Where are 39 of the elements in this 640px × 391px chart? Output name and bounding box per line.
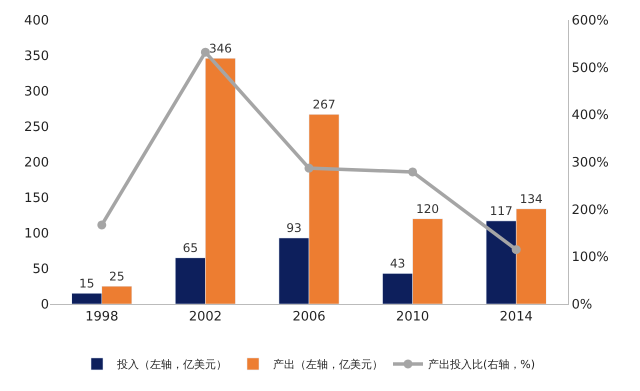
point xyxy=(200,48,210,57)
x-tick-label: 2010 xyxy=(396,310,430,325)
y2-tick-label: 0% xyxy=(572,298,592,313)
y-tick-label: 350 xyxy=(24,49,49,64)
legend-label: 产出投入比(右轴，%) xyxy=(428,358,536,372)
y2-tick-label: 200% xyxy=(572,202,609,218)
y2-tick-label: 300% xyxy=(572,156,609,171)
data-label: 25 xyxy=(109,269,124,284)
data-label: 65 xyxy=(182,240,198,255)
y-tick-label: 150 xyxy=(24,191,49,206)
y2-tick-label: 500% xyxy=(572,60,609,76)
data-label: 15 xyxy=(79,276,94,290)
y-tick-label: 0 xyxy=(40,298,49,313)
y2-tick-label: 100% xyxy=(572,250,609,266)
data-label: 267 xyxy=(312,97,336,112)
y2-tick-label: 600% xyxy=(572,14,609,29)
point xyxy=(97,220,106,230)
data-label: 134 xyxy=(520,192,543,206)
data-label: 117 xyxy=(490,204,513,218)
data-label: 120 xyxy=(416,202,440,216)
x-tick-label: 2014 xyxy=(500,310,533,325)
y2-tick-label: 400% xyxy=(572,108,609,124)
y-tick-label: 50 xyxy=(32,262,49,278)
x-tick-label: 2006 xyxy=(292,310,326,325)
y-tick-label: 250 xyxy=(24,120,49,136)
y-tick-label: 100 xyxy=(24,226,49,242)
x-tick-label: 2002 xyxy=(188,310,222,325)
legend-label: 产出（左轴，亿美元） xyxy=(273,358,383,372)
legend-label: 投入（左轴，亿美元） xyxy=(116,358,227,372)
x-tick-label: 1998 xyxy=(85,310,118,325)
data-label: 346 xyxy=(208,41,232,56)
data-label: 43 xyxy=(390,256,406,270)
data-label: 93 xyxy=(286,220,302,235)
y-tick-label: 300 xyxy=(24,84,49,100)
y-tick-label: 200 xyxy=(24,156,49,171)
point xyxy=(512,245,521,254)
point xyxy=(304,164,314,173)
y-tick-label: 400 xyxy=(24,14,49,29)
point xyxy=(408,167,418,176)
